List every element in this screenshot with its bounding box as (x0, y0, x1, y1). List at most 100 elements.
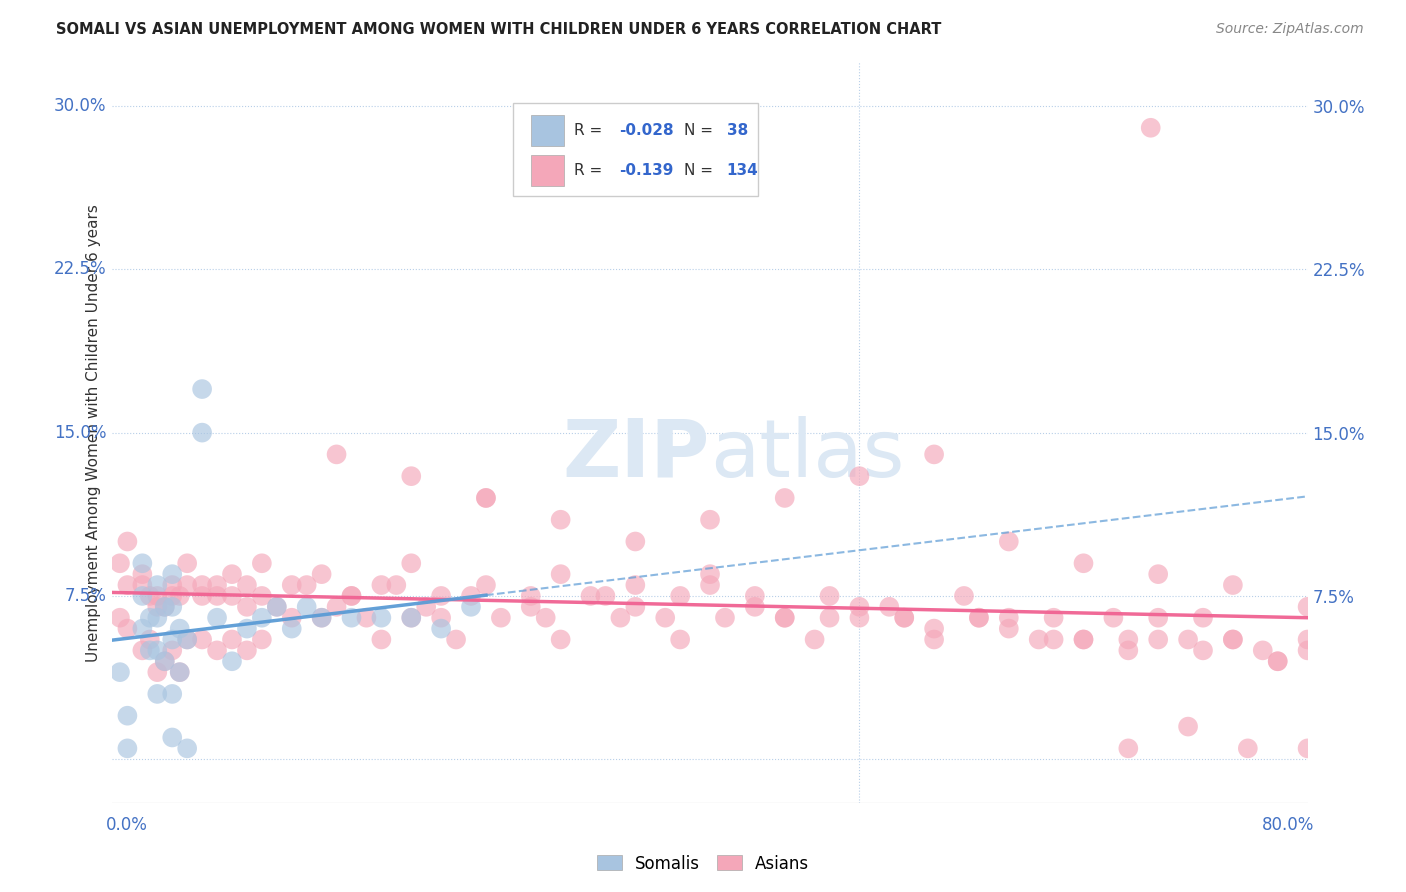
Point (191, 425, 214, 440)
Point (236, 643, 259, 657)
Bar (531, 115, 564, 145)
Point (169, 665, 191, 680)
Point (1296, 643, 1319, 657)
Point (146, 611, 169, 625)
Point (146, 643, 169, 657)
Text: R =: R = (574, 123, 607, 137)
Point (669, 632, 692, 647)
Point (191, 578, 214, 592)
Point (520, 599, 543, 614)
Point (848, 611, 870, 625)
Point (281, 611, 304, 625)
Point (311, 611, 333, 625)
Point (162, 643, 183, 657)
Point (139, 589, 162, 603)
Point (998, 611, 1021, 625)
Point (550, 567, 572, 582)
Point (162, 599, 183, 614)
Point (108, 611, 131, 625)
Text: 0.0%: 0.0% (105, 816, 148, 834)
Point (1192, 643, 1215, 657)
Point (624, 534, 647, 549)
Point (139, 611, 162, 625)
Point (1147, 567, 1170, 582)
Point (205, 611, 228, 625)
Point (205, 589, 228, 603)
Point (744, 599, 766, 614)
Point (281, 578, 304, 592)
Point (624, 599, 647, 614)
Point (191, 632, 214, 647)
Point (221, 632, 243, 647)
Text: 22.5%: 22.5% (53, 260, 107, 278)
Point (1267, 654, 1289, 668)
Point (153, 599, 176, 614)
Point (714, 611, 737, 625)
Point (146, 589, 169, 603)
Point (922, 447, 945, 461)
Point (998, 534, 1021, 549)
Point (773, 491, 796, 505)
Point (520, 589, 543, 603)
Point (848, 599, 870, 614)
Point (1042, 611, 1064, 625)
Point (236, 599, 259, 614)
Point (340, 611, 363, 625)
Point (131, 578, 153, 592)
Point (998, 622, 1021, 636)
Point (1192, 611, 1215, 625)
Point (1042, 632, 1064, 647)
Text: 80.0%: 80.0% (1263, 816, 1315, 834)
Point (922, 632, 945, 647)
Point (221, 589, 243, 603)
Point (153, 599, 176, 614)
Point (1296, 599, 1319, 614)
Point (818, 611, 841, 625)
Point (1139, 120, 1161, 135)
Point (221, 567, 243, 582)
Point (475, 578, 498, 592)
Text: 134: 134 (727, 163, 758, 178)
Text: N =: N = (683, 123, 717, 137)
Point (430, 622, 453, 636)
Point (818, 589, 841, 603)
Point (108, 665, 131, 680)
Point (460, 589, 482, 603)
Point (176, 578, 198, 592)
Point (1118, 741, 1140, 756)
Point (1102, 611, 1125, 625)
Point (250, 556, 273, 570)
Point (401, 556, 423, 570)
Point (893, 611, 915, 625)
Text: N =: N = (683, 163, 717, 178)
Y-axis label: Unemployment Among Women with Children Under 6 years: Unemployment Among Women with Children U… (86, 203, 101, 662)
Point (1118, 643, 1140, 657)
Point (131, 567, 153, 582)
Point (146, 687, 169, 701)
Point (579, 589, 602, 603)
Point (266, 599, 288, 614)
Point (430, 611, 453, 625)
Point (669, 589, 692, 603)
Point (1177, 632, 1199, 647)
Point (1073, 556, 1095, 570)
Text: Source: ZipAtlas.com: Source: ZipAtlas.com (1216, 22, 1364, 37)
Point (340, 589, 363, 603)
Point (117, 578, 139, 592)
Point (699, 567, 721, 582)
Point (176, 741, 198, 756)
Point (169, 622, 191, 636)
Point (609, 611, 631, 625)
Point (139, 632, 162, 647)
Point (169, 665, 191, 680)
Point (250, 611, 273, 625)
Point (444, 632, 467, 647)
Point (153, 654, 176, 668)
Point (325, 447, 347, 461)
Point (131, 643, 153, 657)
Point (370, 578, 392, 592)
Point (146, 599, 169, 614)
Point (191, 382, 214, 396)
Point (176, 632, 198, 647)
Point (250, 589, 273, 603)
